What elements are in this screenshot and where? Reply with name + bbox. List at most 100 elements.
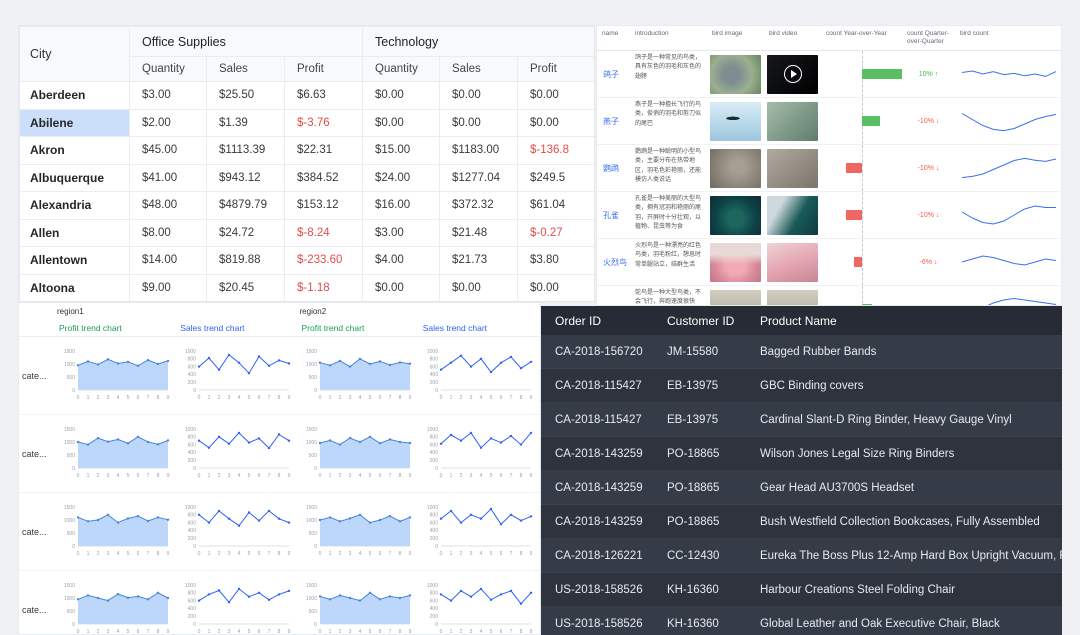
pivot-value[interactable]: $6.63: [283, 81, 364, 110]
pivot-value[interactable]: $-3.76: [283, 108, 364, 137]
customer-id-cell[interactable]: KH-16360: [667, 617, 719, 630]
order-id-cell[interactable]: US-2018-158526: [555, 583, 643, 596]
table-row[interactable]: US-2018-158526 KH-16360 Global Leather and…: [541, 607, 1062, 635]
product-name-cell[interactable]: Harbour Creations Steel Folding Chair: [760, 583, 955, 596]
pivot-value[interactable]: $-8.24: [283, 218, 364, 247]
customer-id-cell[interactable]: EB-13975: [667, 413, 719, 426]
bird-name-link[interactable]: 鹦鹉: [597, 145, 630, 192]
play-icon[interactable]: [783, 65, 802, 83]
product-name-cell[interactable]: Eureka The Boss Plus 12-Amp Hard Box Upr…: [760, 549, 1062, 562]
pivot-value[interactable]: $819.88: [206, 246, 285, 275]
pivot-value[interactable]: $0.00: [517, 108, 594, 137]
pivot-value[interactable]: $15.00: [362, 136, 441, 165]
pivot-value[interactable]: $0.00: [362, 81, 441, 110]
pivot-value[interactable]: $22.31: [283, 136, 364, 165]
bird-video-cell[interactable]: [764, 98, 821, 145]
pivot-value[interactable]: $0.00: [517, 273, 594, 301]
row-header-city[interactable]: Aberdeen: [19, 81, 130, 110]
bird-video-cell[interactable]: [764, 192, 821, 239]
pivot-value[interactable]: $14.00: [129, 246, 207, 275]
pivot-value[interactable]: $153.12: [283, 191, 364, 220]
row-header-city[interactable]: Akron: [19, 136, 130, 165]
bird-video-cell[interactable]: [764, 239, 821, 286]
pivot-value[interactable]: $3.80: [517, 246, 594, 275]
pivot-value[interactable]: $0.00: [439, 108, 519, 137]
pivot-value[interactable]: $4879.79: [206, 191, 285, 220]
customer-id-cell[interactable]: KH-16360: [667, 583, 719, 596]
product-name-cell[interactable]: Wilson Jones Legal Size Ring Binders: [760, 447, 955, 460]
pivot-value[interactable]: $0.00: [439, 273, 519, 301]
table-row[interactable]: CA-2018-143259 PO-18865 Gear Head AU3700S …: [541, 471, 1062, 505]
bird-video-cell[interactable]: [764, 145, 821, 192]
pivot-value[interactable]: $372.32: [439, 191, 519, 220]
bird-name-link[interactable]: 燕子: [597, 98, 630, 145]
pivot-value[interactable]: $3.00: [362, 218, 441, 247]
pivot-value[interactable]: $61.04: [517, 191, 594, 220]
customer-id-cell[interactable]: PO-18865: [667, 447, 720, 460]
table-row[interactable]: CA-2018-115427 EB-13975 Cardinal Slant-D R…: [541, 403, 1062, 437]
bird-image-cell[interactable]: [707, 98, 764, 145]
pivot-value[interactable]: $21.73: [439, 246, 519, 275]
row-header-city[interactable]: Allentown: [19, 246, 130, 275]
pivot-value[interactable]: $-233.60: [283, 246, 364, 275]
row-header-city[interactable]: Albuquerque: [19, 163, 130, 192]
table-row[interactable]: CA-2018-143259 PO-18865 Bush Westfield Col…: [541, 505, 1062, 539]
pivot-value[interactable]: $249.5: [517, 163, 594, 192]
bird-video-cell[interactable]: [764, 51, 821, 98]
pivot-value[interactable]: $24.72: [206, 218, 285, 247]
pivot-value[interactable]: $24.00: [362, 163, 441, 192]
pivot-value[interactable]: $384.52: [283, 163, 364, 192]
bird-name-link[interactable]: 孔雀: [597, 192, 630, 239]
pivot-value[interactable]: $-0.27: [517, 218, 594, 247]
pivot-value[interactable]: $-1.18: [283, 273, 364, 301]
order-id-cell[interactable]: CA-2018-115427: [555, 413, 642, 426]
order-id-cell[interactable]: CA-2018-143259: [555, 481, 643, 494]
order-id-cell[interactable]: CA-2018-115427: [555, 379, 642, 392]
pivot-value[interactable]: $1113.39: [206, 136, 285, 165]
pivot-value[interactable]: $1277.04: [439, 163, 519, 192]
pivot-value[interactable]: $1183.00: [439, 136, 519, 165]
bird-name-link[interactable]: 鸵鸟: [597, 286, 630, 306]
pivot-value[interactable]: $0.00: [362, 273, 441, 301]
pivot-value[interactable]: $48.00: [129, 191, 207, 220]
bird-image-cell[interactable]: [707, 192, 764, 239]
customer-id-cell[interactable]: JM-15580: [667, 345, 719, 358]
order-id-cell[interactable]: US-2018-158526: [555, 617, 643, 630]
pivot-value[interactable]: $41.00: [129, 163, 207, 192]
pivot-value[interactable]: $0.00: [362, 108, 441, 137]
pivot-value[interactable]: $0.00: [439, 81, 519, 110]
row-header-city[interactable]: Alexandria: [19, 191, 130, 220]
bird-image-cell[interactable]: [707, 286, 764, 305]
order-id-cell[interactable]: CA-2018-156720: [555, 345, 643, 358]
bird-video-cell[interactable]: [764, 286, 821, 305]
pivot-value[interactable]: $9.00: [129, 273, 207, 301]
product-name-cell[interactable]: Global Leather and Oak Executive Chair, …: [760, 617, 1000, 630]
table-row[interactable]: CA-2018-115427 EB-13975 GBC Binding covers: [541, 369, 1062, 403]
row-header-city[interactable]: Altoona: [19, 273, 130, 301]
product-name-cell[interactable]: Bagged Rubber Bands: [760, 345, 877, 358]
bird-image-cell[interactable]: [707, 145, 764, 192]
pivot-value[interactable]: $45.00: [129, 136, 207, 165]
pivot-value[interactable]: $8.00: [129, 218, 207, 247]
table-row[interactable]: US-2018-158526 KH-16360 Harbour Creations …: [541, 573, 1062, 607]
customer-id-cell[interactable]: CC-12430: [667, 549, 720, 562]
order-id-cell[interactable]: CA-2018-143259: [555, 447, 643, 460]
pivot-value[interactable]: $21.48: [439, 218, 519, 247]
customer-id-cell[interactable]: PO-18865: [667, 515, 720, 528]
pivot-value[interactable]: $4.00: [362, 246, 441, 275]
table-row[interactable]: CA-2018-156720 JM-15580 Bagged Rubber Band…: [541, 335, 1062, 369]
bird-image-cell[interactable]: [707, 239, 764, 286]
pivot-value[interactable]: $25.50: [206, 81, 285, 110]
order-id-cell[interactable]: CA-2018-143259: [555, 515, 643, 528]
bird-name-link[interactable]: 火烈鸟: [597, 239, 630, 286]
product-name-cell[interactable]: Gear Head AU3700S Headset: [760, 481, 915, 494]
product-name-cell[interactable]: GBC Binding covers: [760, 379, 864, 392]
pivot-value[interactable]: $943.12: [206, 163, 285, 192]
bird-name-link[interactable]: 鸽子: [597, 51, 630, 98]
row-header-city-selected[interactable]: Abilene: [19, 108, 130, 137]
customer-id-cell[interactable]: PO-18865: [667, 481, 720, 494]
pivot-value[interactable]: $-136.8: [517, 136, 594, 165]
bird-image-cell[interactable]: [707, 51, 764, 98]
order-id-cell[interactable]: CA-2018-126221: [555, 549, 643, 562]
pivot-value[interactable]: $2.00: [129, 108, 207, 137]
